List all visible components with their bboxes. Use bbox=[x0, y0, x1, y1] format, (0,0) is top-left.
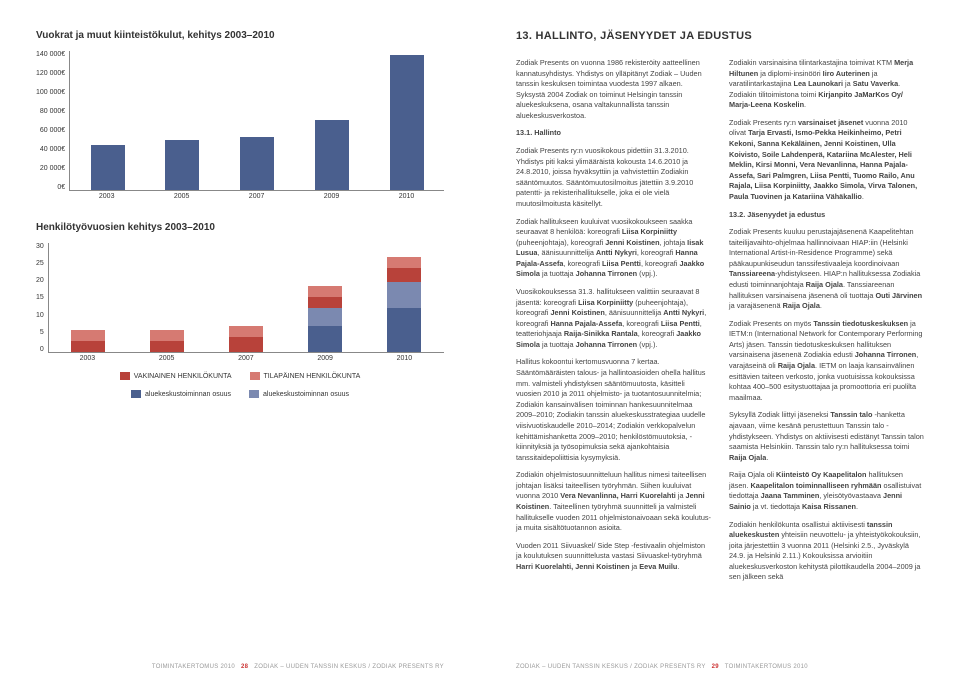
chart-1: Vuokrat ja muut kiinteistökulut, kehitys… bbox=[36, 30, 444, 200]
chart-2-legend-sub: aluekeskustoiminnan osuusaluekeskustoimi… bbox=[36, 390, 444, 398]
chart-2-legend-main: VAKINAINEN HENKILÖKUNTATILAPÄINEN HENKIL… bbox=[36, 372, 444, 380]
footer-right: ZODIAK – UUDEN TANSSIN KESKUS / ZODIAK P… bbox=[516, 664, 924, 670]
chart-1-y-axis: 140 000€120 000€100 000€80 000€60 000€40… bbox=[36, 51, 69, 191]
footer-left: TOIMINTAKERTOMUS 2010 28 ZODIAK – UUDEN … bbox=[36, 664, 444, 670]
text-col-2: Zodiakin varsinaisina tilintarkastajina … bbox=[729, 58, 924, 660]
chart-2-x-axis: 20032005200720092010 bbox=[48, 355, 444, 362]
chart-1-plot bbox=[69, 51, 444, 191]
chart-2: Henkilötyövuosien kehitys 2003–2010 3025… bbox=[36, 222, 444, 398]
chart-1-title: Vuokrat ja muut kiinteistökulut, kehitys… bbox=[36, 30, 444, 41]
chart-2-plot bbox=[48, 243, 444, 353]
section-title: 13. HALLINTO, JÄSENYYDET JA EDUSTUS bbox=[516, 30, 924, 42]
text-col-1: Zodiak Presents on vuonna 1986 rekisterö… bbox=[516, 58, 711, 660]
chart-2-title: Henkilötyövuosien kehitys 2003–2010 bbox=[36, 222, 444, 233]
chart-1-x-axis: 20032005200720092010 bbox=[69, 193, 444, 200]
chart-2-y-axis: 302520151050 bbox=[36, 243, 48, 353]
